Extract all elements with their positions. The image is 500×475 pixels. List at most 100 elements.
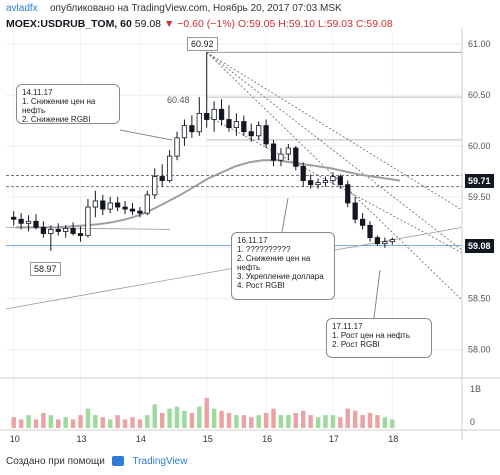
candle-body [70,228,76,234]
candle-body [256,125,262,137]
volume-bar [367,412,373,428]
volume-bar [56,419,61,428]
volume-bar [100,417,106,428]
annotation-14-11[interactable]: 14.11.17 1. Снижение цен на нефть 2. Сни… [16,84,120,124]
volume-bar [182,410,187,428]
x-tick-label: 10 [10,434,20,444]
candle-body [129,208,136,212]
candle-body [374,237,381,245]
volume-bar [85,408,91,428]
y-tick-label: 59.50 [468,192,491,202]
volume-bar [249,417,254,428]
volume-bar [256,415,261,428]
volume-bar [41,412,46,428]
candle-body [241,121,247,133]
candle-body [263,125,269,145]
footer-text: Создано при помощи [6,456,105,467]
symbol-legend: MOEX:USDRUB_TOM, 60 59.08 ▼ −0.60 (−1%) … [6,18,393,30]
candle-body [315,182,321,186]
candle-body [63,228,69,232]
x-tick-label: 15 [203,434,213,444]
candle-body [367,224,373,238]
candle-body [137,210,143,214]
volume-bar [197,406,202,428]
volume-bar [271,408,276,428]
candle-body [174,137,180,157]
author-name[interactable]: avladfx [6,3,38,14]
candle-body [278,153,284,161]
y-tick-label: 58.50 [468,294,491,304]
candle-body [85,206,91,236]
x-tick-label: 14 [136,434,146,444]
candle-body [226,119,232,129]
volume-bar [263,412,269,428]
volume-bar [70,419,76,428]
last-price: 59.08 [134,18,162,30]
candle-body [181,125,188,139]
candle-body [189,125,195,133]
x-tick-label: 18 [388,434,398,444]
callout-pointer [281,197,289,233]
volume-bar [18,419,24,428]
footer-brand[interactable]: TradingView [132,456,188,467]
volume-bar [338,417,343,428]
candle-body [33,220,39,228]
annotation-16-11[interactable]: 16.11.17 1. ?????????? 2. Снижение цен н… [231,232,335,300]
candle-body [40,227,47,234]
candle-body [55,229,61,232]
volume-bar [159,412,165,428]
candle-body [352,202,358,220]
candle-body [270,143,277,161]
volume-bar [234,415,239,428]
volume-bar [315,417,321,428]
candle-body [92,200,98,208]
volume-bar [204,397,209,428]
volume-bar [241,415,247,428]
symbol-name: MOEX:USDRUB_TOM, 60 [6,18,132,30]
volume-bar [11,417,16,428]
volume-bar [26,415,31,428]
moving-average [16,159,401,229]
candle-body [330,176,336,181]
fan-trendline [206,52,463,251]
candles-layer [11,52,395,251]
callout-pointer [119,129,173,141]
volume-bar [167,408,172,428]
volume-bar [93,415,98,428]
volume-bar [130,417,135,428]
volume-bar [33,419,39,428]
volume-bar [48,415,54,428]
candle-body [389,239,395,243]
candle-body [322,180,329,184]
candle-body [25,220,32,224]
volume-bar [189,412,195,428]
volume-bar [219,410,224,428]
annotation-17-11[interactable]: 17.11.17 1. Рост цен на нефть 2. Рост RG… [326,318,432,358]
candle-body [77,233,84,236]
volume-bar [300,410,306,428]
candle-body [115,202,121,208]
x-tick-label: 13 [77,434,87,444]
current-price-label: 59.08 [465,239,494,253]
candle-body [285,147,291,155]
candle-body [300,165,306,181]
price-change: ▼ −0.60 (−1%) [163,18,236,30]
candle-body [308,180,314,186]
candle-body [100,200,106,210]
candle-body [18,218,24,224]
volume-layer [11,397,395,428]
volume-bar [122,419,128,428]
volume-bar [323,415,328,428]
candle-body [152,176,158,196]
volume-bar [382,417,388,428]
candle-body [166,155,173,181]
volume-bar [375,415,380,428]
candle-body [248,131,254,137]
volume-bar [345,408,350,428]
volume-bar [107,419,113,428]
y-tick-label: 61.00 [468,39,491,49]
volume-bar [293,412,299,428]
volume-bar [145,415,150,428]
low-price-label: 58.97 [30,262,61,276]
